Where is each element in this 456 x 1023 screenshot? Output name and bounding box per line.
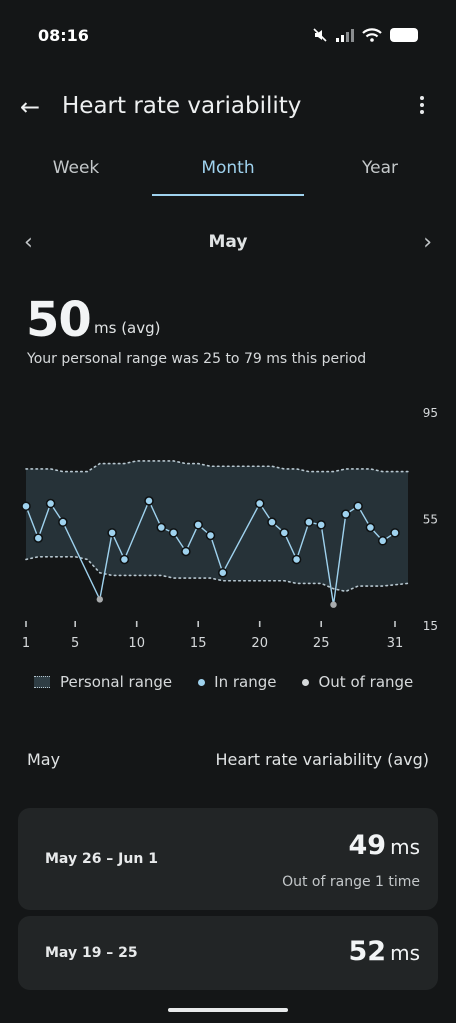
in-range-point (119, 554, 130, 565)
status-icons (312, 28, 418, 42)
in-range-point (291, 554, 302, 565)
in-range-dot-icon (198, 678, 206, 686)
period-label: May (208, 232, 248, 252)
in-range-point (168, 528, 179, 538)
legend-out-of-range: Out of range (302, 673, 413, 691)
in-range-point (267, 517, 277, 527)
in-range-point (181, 546, 191, 557)
list-metric-header: Heart rate variability (avg) (215, 750, 429, 769)
card-value: 49 ms (348, 830, 420, 861)
tab-year[interactable]: Year (362, 158, 398, 178)
in-range-point (107, 528, 117, 538)
more-options-icon[interactable] (410, 93, 434, 117)
signal-icon (336, 28, 354, 42)
legend-personal-range: Personal range (34, 673, 172, 691)
average-value: 50 (26, 292, 92, 348)
y-tick-label: 95 (423, 406, 438, 420)
in-range-point (316, 520, 326, 530)
out-of-range-point (330, 601, 337, 608)
in-range-point (33, 533, 44, 543)
battery-icon (390, 28, 418, 42)
chevron-left-icon[interactable]: ‹ (24, 230, 33, 255)
tab-bar: Week Month Year (0, 158, 456, 198)
chevron-right-icon[interactable]: › (423, 230, 432, 255)
out-of-range-dot-icon (302, 678, 310, 686)
in-range-point (144, 496, 154, 506)
x-tick-label: 25 (313, 636, 330, 651)
x-tick-label: 20 (251, 636, 268, 651)
personal-range-lower (25, 555, 409, 593)
x-tick-label: 1 (22, 636, 30, 651)
out-of-range-point (96, 596, 104, 603)
legend-out-of-range-label: Out of range (318, 673, 414, 691)
in-range-point (341, 509, 351, 519)
legend-in-range-label: In range (214, 673, 277, 691)
in-range-point (21, 501, 31, 511)
status-time: 08:16 (38, 26, 89, 45)
page-title: Heart rate variability (62, 93, 302, 119)
mute-icon (313, 28, 327, 42)
in-range-point (390, 528, 400, 538)
card-date-range: May 26 – Jun 1 (45, 851, 158, 867)
in-range-point (193, 520, 203, 530)
y-tick-label: 15 (423, 619, 438, 633)
in-range-point (58, 517, 68, 527)
in-range-point (304, 517, 314, 527)
in-range-point (377, 536, 388, 546)
list-period-header: May (27, 750, 61, 769)
average-unit: ms (avg) (94, 319, 161, 337)
tab-week[interactable]: Week (52, 158, 100, 178)
in-range-point (218, 568, 228, 578)
tab-indicator (152, 194, 304, 196)
personal-range-band (26, 460, 408, 592)
x-tick-label: 10 (128, 636, 145, 651)
legend-personal-range-label: Personal range (60, 673, 173, 691)
in-range-point (45, 498, 56, 509)
week-summary-card[interactable]: May 19 – 25 52 ms (18, 916, 438, 990)
personal-range-text: Your personal range was 25 to 79 ms this… (27, 351, 367, 367)
x-tick-label: 15 (190, 636, 207, 651)
card-value: 52 ms (348, 936, 420, 967)
card-date-range: May 19 – 25 (45, 945, 138, 961)
x-tick-label: 5 (71, 636, 79, 651)
tab-month[interactable]: Month (201, 158, 255, 178)
in-range-point (254, 498, 265, 509)
y-tick-label: 55 (423, 513, 438, 527)
back-arrow-icon[interactable]: ← (20, 93, 41, 121)
personal-range-upper (25, 460, 409, 473)
personal-range-swatch (34, 676, 50, 688)
in-range-point (156, 522, 167, 533)
chart-legend: Personal range In range Out of range (34, 673, 413, 691)
legend-in-range: In range (198, 673, 276, 691)
in-range-point (353, 501, 363, 511)
wifi-icon (362, 28, 382, 42)
hrv-series-line (25, 499, 396, 605)
home-indicator[interactable] (168, 1008, 288, 1012)
x-tick-label: 31 (387, 636, 404, 651)
in-range-point (279, 528, 290, 538)
in-range-point (205, 530, 216, 541)
in-range-point (365, 522, 376, 533)
week-summary-card[interactable]: May 26 – Jun 1 49 ms Out of range 1 time (18, 808, 438, 910)
card-out-of-range-count: Out of range 1 time (282, 874, 420, 890)
